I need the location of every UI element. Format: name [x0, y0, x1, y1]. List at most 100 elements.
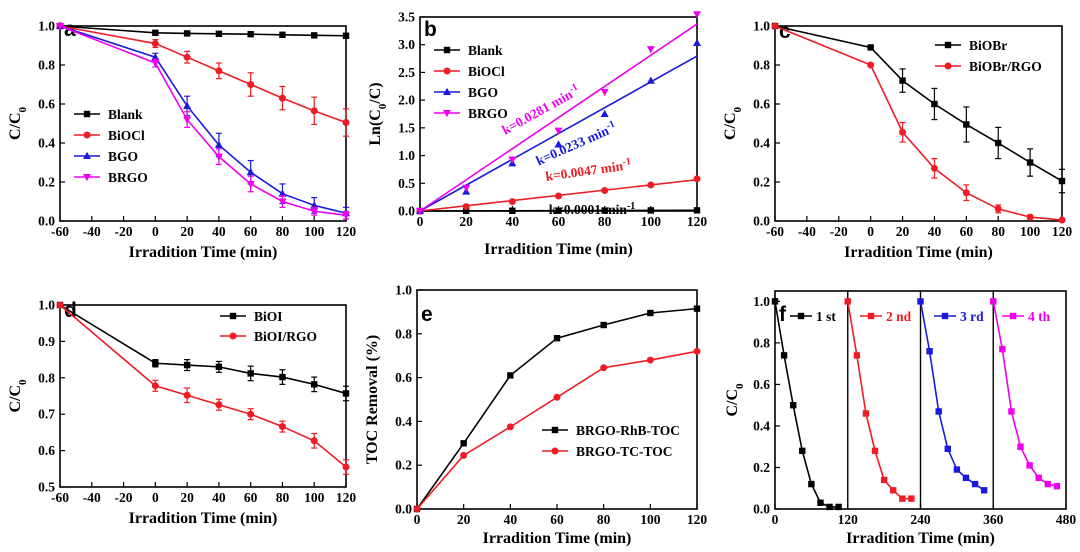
y-tick-label: 0.6 [753, 377, 770, 392]
data-point [600, 321, 607, 329]
legend-label: BRGO-TC-TOC [576, 444, 673, 459]
data-point [215, 363, 223, 371]
y-tick-label: 0.0 [398, 204, 415, 219]
x-tick-label: 40 [212, 490, 226, 505]
legend-marker [229, 332, 237, 340]
y-axis-label: C/C0 [7, 379, 29, 413]
data-point [507, 372, 514, 379]
series-line [774, 25, 1063, 221]
data-point [862, 410, 870, 417]
x-tick-label: 120 [336, 224, 357, 239]
series-line [846, 301, 912, 500]
x-tick-label: 0 [152, 224, 159, 239]
data-point [247, 370, 254, 377]
y-axis-label: TOC Removal (%) [364, 335, 381, 464]
series-4-th [990, 298, 1061, 490]
panel-letter: b [424, 18, 437, 41]
data-point [944, 445, 951, 452]
legend: 1 st 2 nd 3 rd 4 th [790, 309, 1051, 324]
x-axis-label: Irradition Time (min) [844, 244, 993, 261]
legend-marker [944, 62, 952, 70]
data-point [215, 30, 223, 37]
x-tick-label: -40 [798, 224, 816, 239]
data-point [214, 153, 223, 161]
legend-marker [83, 131, 91, 139]
x-tick-label: -60 [51, 224, 69, 239]
y-tick-label: 0.4 [753, 136, 770, 151]
x-tick-label: 60 [244, 490, 258, 505]
data-point [693, 38, 701, 47]
panel-letter: c [779, 20, 791, 43]
data-point [835, 503, 842, 511]
data-point [553, 393, 561, 401]
x-tick-label: 60 [552, 214, 566, 229]
data-point [899, 128, 907, 136]
legend-marker [229, 312, 237, 320]
data-point [771, 298, 779, 305]
data-point [646, 356, 654, 364]
data-point [215, 401, 223, 409]
data-point [462, 207, 470, 215]
y-tick-label: 0.2 [753, 175, 770, 190]
data-point [908, 495, 915, 502]
data-point [647, 309, 654, 317]
series-bgo [416, 38, 701, 214]
data-point [342, 390, 350, 397]
data-point [1026, 462, 1033, 469]
y-tick-label: 1.5 [398, 120, 415, 135]
legend-label: Blank [468, 43, 503, 58]
data-point [462, 184, 471, 192]
series-biobr-rgo [771, 22, 1066, 224]
chart-panel-c: -60 -40 -20 0 20 40 60 80 100 120 0.0 0.2 0.4 0.6 0.8 1… [722, 19, 1072, 262]
series-biobr [771, 22, 1066, 194]
series-biocl [56, 22, 350, 137]
data-point [183, 30, 191, 37]
series-bgo [56, 21, 350, 220]
legend: BRGO-RhB-TOC BRGO-TC-TOC [542, 423, 680, 459]
series-biocl [416, 175, 701, 215]
legend: Blank BiOCl BGO BRGO [434, 43, 508, 121]
legend-marker [941, 312, 949, 320]
y-tick-label: 0.8 [38, 58, 55, 73]
series-line [59, 304, 347, 468]
data-point [600, 364, 608, 372]
x-axis-label: Irradition Time (min) [846, 530, 995, 547]
data-point [693, 347, 701, 355]
legend-label: 3 rd [960, 309, 984, 324]
y-axis-label: C/C0 [722, 106, 744, 140]
legend-marker [944, 41, 952, 49]
data-point [931, 100, 938, 108]
series-3-rd [917, 298, 988, 494]
data-point [1017, 443, 1024, 450]
data-point [151, 60, 160, 68]
x-tick-label: 60 [244, 224, 258, 239]
data-point [278, 423, 286, 431]
series-bioi [56, 301, 350, 402]
data-point [555, 192, 562, 200]
data-point [601, 207, 608, 214]
x-tick-label: 40 [506, 214, 520, 229]
y-tick-label: 1.0 [38, 298, 55, 313]
series-line [774, 301, 839, 508]
x-tick-label: 0 [867, 224, 874, 239]
data-point [789, 401, 797, 409]
y-tick-label: 0.6 [38, 443, 55, 458]
data-point [693, 305, 701, 312]
x-tick-label: 120 [1052, 224, 1073, 239]
series-brgo-tc-toc [413, 347, 701, 513]
data-point [152, 360, 159, 367]
data-point [416, 208, 424, 216]
legend-label: 1 st [816, 309, 836, 324]
data-point [56, 23, 64, 31]
data-point [462, 203, 470, 211]
data-point [693, 207, 701, 214]
data-point [693, 11, 701, 19]
y-tick-label: 0.0 [395, 502, 412, 517]
data-point [962, 189, 970, 197]
y-tick-label: 0.8 [753, 335, 770, 350]
legend-marker [551, 447, 559, 455]
legend-label: BiOI/RGO [254, 329, 317, 344]
legend: BiOI BiOI/RGO [220, 309, 317, 344]
data-point [279, 373, 286, 381]
x-tick-label: -60 [51, 490, 69, 505]
